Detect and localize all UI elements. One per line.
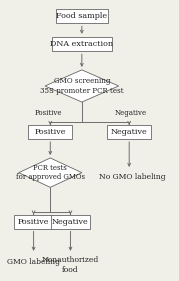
Text: Nonauthorized
food: Nonauthorized food: [42, 256, 99, 273]
Polygon shape: [19, 158, 82, 187]
Text: No GMO labeling: No GMO labeling: [98, 173, 165, 181]
Text: Positive: Positive: [35, 128, 66, 136]
Text: GMO screening
35S promoter PCR test: GMO screening 35S promoter PCR test: [40, 77, 124, 95]
Text: Food sample: Food sample: [56, 12, 107, 20]
Polygon shape: [45, 70, 119, 102]
Text: PCR tests
for approved GMOs: PCR tests for approved GMOs: [16, 164, 85, 181]
Text: GMO labeling: GMO labeling: [7, 258, 60, 266]
FancyBboxPatch shape: [28, 125, 72, 139]
Text: Positive: Positive: [35, 109, 62, 117]
FancyBboxPatch shape: [14, 215, 53, 228]
FancyBboxPatch shape: [55, 9, 108, 23]
Text: DNA extraction: DNA extraction: [50, 40, 113, 48]
Text: Positive: Positive: [18, 217, 49, 226]
FancyBboxPatch shape: [52, 37, 112, 51]
Text: Negative: Negative: [111, 128, 147, 136]
Text: Negative: Negative: [52, 217, 89, 226]
FancyBboxPatch shape: [107, 125, 151, 139]
FancyBboxPatch shape: [51, 215, 90, 228]
Text: Negative: Negative: [115, 109, 147, 117]
